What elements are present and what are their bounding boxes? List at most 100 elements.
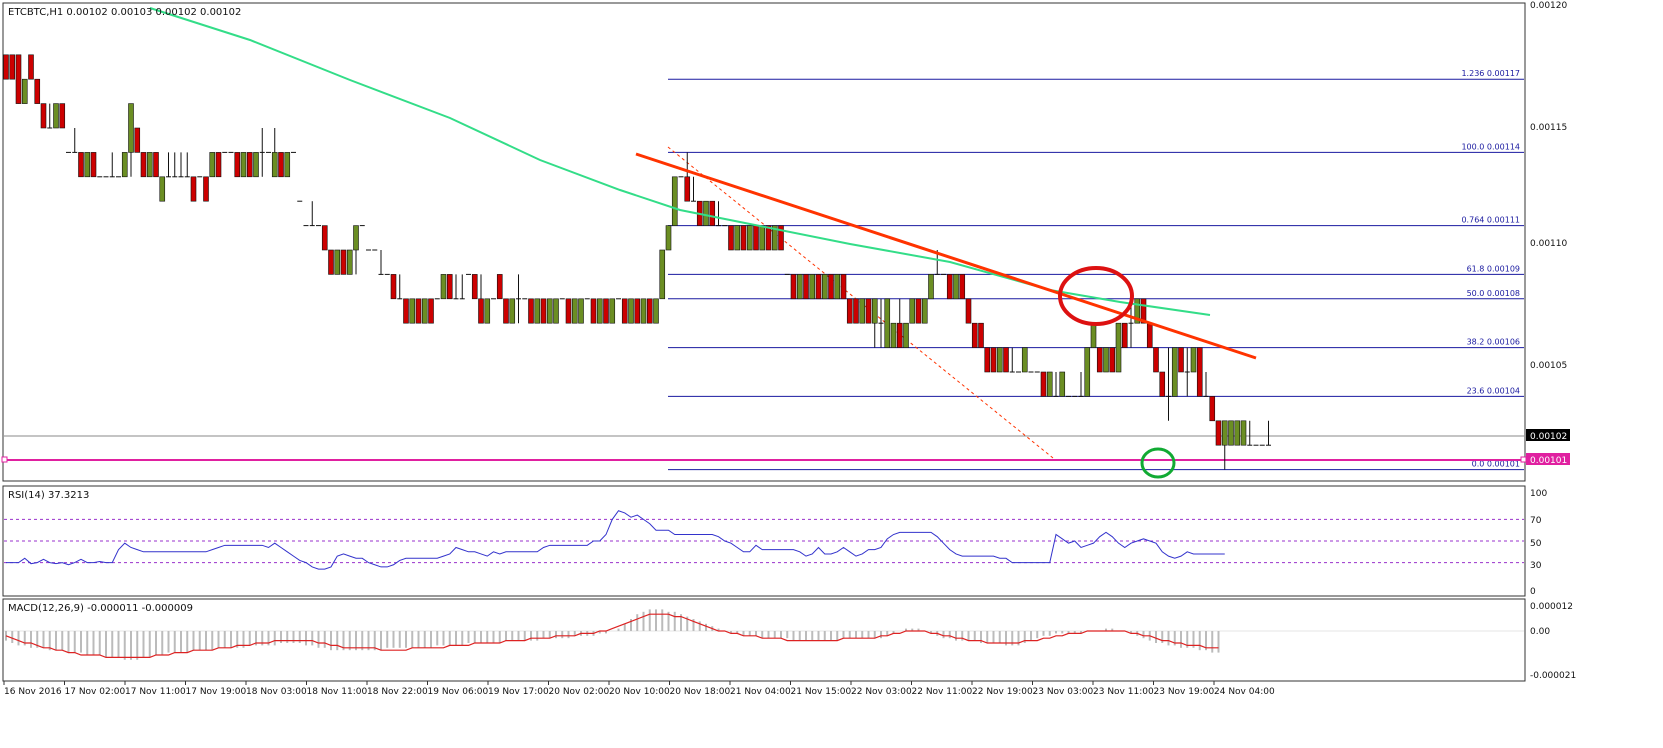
candle-body-117 — [734, 225, 741, 251]
fib-label-4: 50.0 0.00108 — [1467, 289, 1520, 298]
candle-body-181 — [1134, 298, 1141, 324]
candle-body-21 — [134, 127, 141, 153]
candle-body-156 — [978, 322, 984, 348]
candle-body-153 — [959, 274, 966, 300]
macd-signal-line — [5, 613, 1219, 659]
candle-body-197 — [1234, 420, 1241, 446]
x-tick-9: 20 Nov 02:00 — [549, 687, 610, 697]
candle-body-131 — [821, 274, 828, 300]
y-tick-3: 0.00105 — [1530, 361, 1567, 371]
candle-body-0 — [3, 54, 9, 80]
candle-body-133 — [834, 274, 841, 300]
rsi-layer — [4, 510, 1524, 570]
x-tick-10: 20 Nov 10:00 — [609, 687, 670, 697]
candle-body-65 — [409, 298, 416, 324]
candle-body-123 — [771, 225, 778, 251]
x-tick-6: 18 Nov 22:00 — [367, 687, 428, 697]
candle-body-139 — [871, 298, 878, 324]
x-tick-2: 17 Nov 11:00 — [125, 687, 186, 697]
support-handle-right — [1520, 456, 1527, 463]
candle-body-185 — [1159, 371, 1166, 397]
candle-body-62 — [390, 274, 397, 300]
candle-body-91 — [571, 298, 578, 324]
x-tick-3: 17 Nov 19:00 — [186, 687, 247, 697]
candle-body-38 — [240, 152, 247, 178]
axes-layer: 16 Nov 2016 17 Nov 02:00 17 Nov 11:00 17 No… — [3, 681, 1275, 697]
candle-body-109 — [684, 176, 691, 202]
candle-body-84 — [528, 298, 534, 324]
candle-body-22 — [140, 152, 147, 178]
candle-body-190 — [1190, 347, 1197, 373]
candle-body-126 — [790, 274, 797, 300]
candle-body-70 — [440, 274, 447, 300]
candle-body-8 — [53, 103, 59, 129]
candle-body-64 — [403, 298, 409, 324]
fib-label-0: 1.236 0.00117 — [1461, 69, 1520, 78]
candle-body-20 — [128, 103, 134, 153]
candle-body-145 — [909, 298, 916, 324]
candle-body-119 — [746, 225, 753, 251]
candle-body-194 — [1215, 420, 1222, 446]
descending-trendline — [635, 152, 1257, 360]
candle-body-105 — [659, 249, 666, 300]
candle-body-169 — [1059, 371, 1066, 397]
x-tick-20: 24 Nov 04:00 — [1214, 687, 1275, 697]
candle-body-134 — [840, 274, 847, 300]
candle-body-177 — [1109, 347, 1116, 373]
candle-body-179 — [1121, 322, 1128, 348]
candle-body-129 — [809, 274, 816, 300]
candle-body-157 — [984, 347, 991, 373]
candle-body-146 — [915, 298, 922, 324]
candle-body-174 — [1090, 322, 1097, 348]
candle-body-128 — [803, 274, 809, 300]
candle-body-75 — [471, 274, 478, 300]
rsi-title: RSI(14) 37.3213 — [8, 490, 89, 501]
candle-body-154 — [965, 298, 972, 324]
x-tick-0: 16 Nov 2016 — [4, 687, 62, 697]
rsi-panel-frame — [2, 485, 1526, 597]
candle-body-113 — [709, 200, 716, 226]
support-price-label: 0.00101 — [1530, 456, 1567, 466]
candle-body-163 — [1021, 347, 1028, 373]
candle-body-101 — [634, 298, 641, 324]
candle-body-132 — [828, 274, 834, 300]
x-tick-19: 23 Nov 19:00 — [1154, 687, 1215, 697]
rsi-tick-0: 0 — [1530, 587, 1536, 597]
candle-body-160 — [1003, 347, 1009, 373]
x-tick-1: 17 Nov 02:00 — [65, 687, 126, 697]
x-tick-7: 19 Nov 06:00 — [428, 687, 489, 697]
candle-body-40 — [253, 152, 259, 178]
candle-body-97 — [609, 298, 616, 324]
candle-body-55 — [346, 249, 353, 275]
price-panel-frame — [2, 2, 1526, 482]
candle-body-54 — [340, 249, 347, 275]
candle-body-94 — [590, 298, 597, 324]
candle-body-107 — [671, 176, 678, 226]
candle-body-182 — [1140, 298, 1147, 324]
candle-body-32 — [203, 176, 209, 202]
macd-panel-frame — [2, 598, 1526, 682]
candle-body-135 — [846, 298, 853, 324]
candle-body-183 — [1146, 322, 1153, 348]
x-tick-13: 21 Nov 15:00 — [791, 687, 852, 697]
candle-body-79 — [496, 274, 503, 300]
candle-body-90 — [565, 298, 572, 324]
candle-body-39 — [246, 152, 253, 178]
candle-body-19 — [121, 152, 128, 178]
current-price-box — [1526, 429, 1570, 441]
candle-body-112 — [703, 200, 709, 226]
candle-body-187 — [1171, 347, 1178, 397]
candle-body-13 — [84, 152, 91, 178]
fib-label-1: 100.0 0.00114 — [1461, 142, 1520, 151]
candle-body-77 — [484, 298, 491, 324]
candle-body-127 — [796, 274, 803, 300]
support-handle-left — [1, 456, 8, 463]
x-tick-4: 18 Nov 03:00 — [246, 687, 307, 697]
macd-title: MACD(12,26,9) -0.000011 -0.000009 — [8, 603, 193, 614]
candle-body-175 — [1096, 347, 1103, 373]
candle-body-120 — [753, 225, 759, 251]
candle-body-155 — [971, 322, 978, 348]
fib-label-5: 38.2 0.00106 — [1467, 338, 1520, 347]
